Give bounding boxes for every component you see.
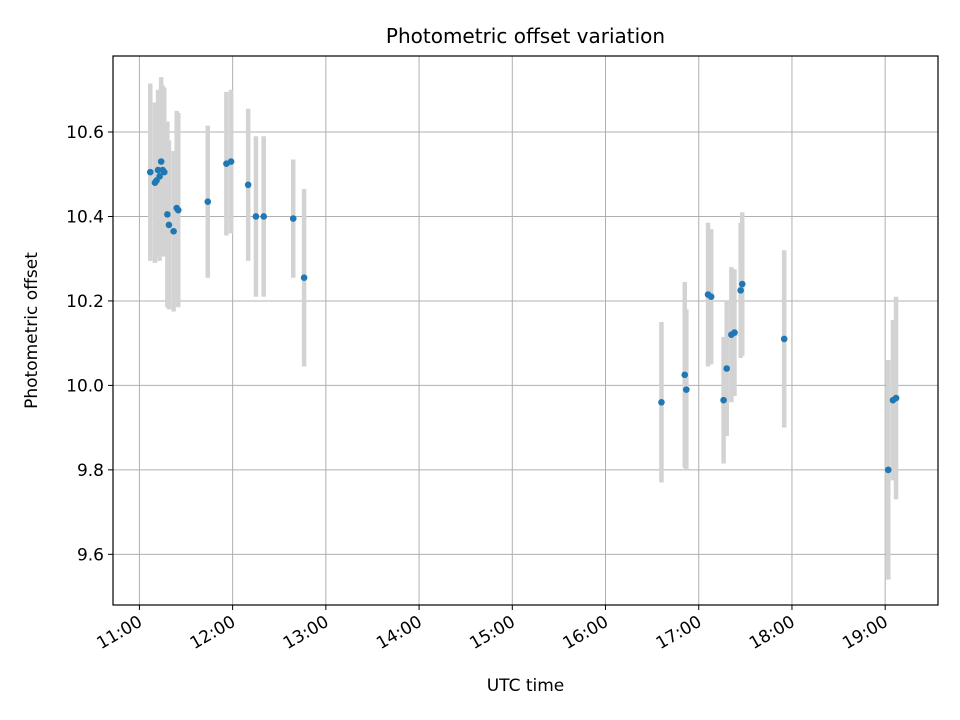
y-tick-label: 10.2 [66, 292, 104, 312]
data-point [157, 158, 165, 165]
data-point [731, 329, 738, 336]
data-point [154, 166, 162, 174]
axes-frame [112, 55, 939, 606]
data-point [780, 335, 788, 343]
data-points [146, 158, 900, 474]
data-point [738, 280, 746, 288]
data-point [164, 211, 171, 218]
y-tick-label: 10.4 [66, 207, 104, 227]
grid-lines [113, 56, 938, 605]
data-point [289, 215, 297, 222]
data-point [260, 213, 268, 220]
chart-title: Photometric offset variation [386, 24, 665, 48]
data-point [146, 168, 154, 176]
y-tick-label: 10.6 [66, 123, 104, 143]
data-point [170, 227, 177, 235]
data-point [204, 198, 212, 205]
data-point [300, 274, 308, 282]
data-point [156, 173, 163, 180]
data-point [244, 181, 252, 189]
data-point [683, 386, 690, 393]
data-point [892, 394, 900, 402]
data-point [707, 293, 715, 301]
data-point [884, 466, 892, 474]
data-point [737, 287, 744, 294]
data-point [252, 213, 260, 220]
data-point [227, 158, 235, 165]
data-point [165, 221, 173, 229]
data-point [658, 398, 665, 406]
data-point [174, 206, 182, 214]
y-axis-title: Photometric offset [22, 252, 42, 409]
data-point [160, 168, 168, 176]
y-tick-label: 10.0 [66, 376, 104, 396]
data-point [723, 365, 731, 372]
data-point [681, 371, 689, 379]
data-point [720, 396, 727, 404]
x-axis-title: UTC time [487, 676, 565, 696]
y-tick-label: 9.8 [77, 461, 104, 481]
y-tick-label: 9.6 [77, 545, 104, 565]
